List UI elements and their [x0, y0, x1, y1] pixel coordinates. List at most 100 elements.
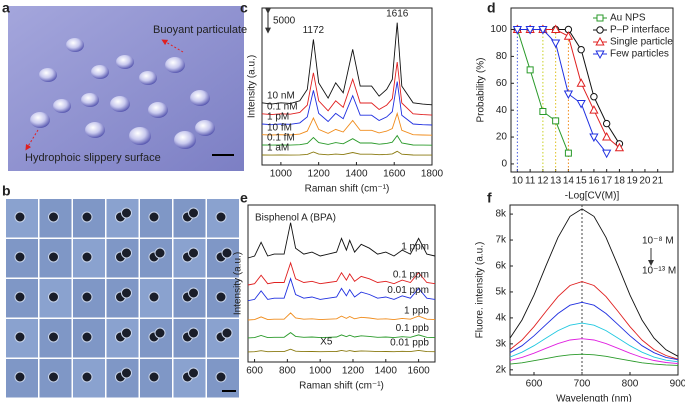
particle [221, 247, 233, 259]
y-axis-title: Probability (%) [476, 57, 487, 122]
y-tick-label: 7k [495, 235, 507, 246]
y-tick-label: 100 [490, 24, 507, 35]
series-label: 10 fM [267, 122, 292, 133]
series-label: 1 ppm [401, 242, 429, 253]
x-tick-label: 600 [246, 366, 263, 377]
scale-bar-label: 5000 [273, 15, 296, 26]
data-point [589, 105, 599, 114]
series-line [509, 281, 679, 360]
legend-label: Single particle [610, 37, 673, 48]
y-axis-title: Intensity (a.u.) [247, 55, 258, 118]
x-tick-label: 11 [525, 176, 536, 187]
series-line [261, 81, 433, 126]
series-line [261, 111, 433, 136]
series-line [261, 134, 433, 146]
legend-label: Au NPS [610, 13, 646, 24]
series-line [247, 348, 436, 353]
x-tick-label: 900 [670, 379, 685, 390]
series-line [261, 150, 432, 156]
x-tick-label: 17 [601, 176, 613, 187]
series-line [509, 338, 679, 365]
particle [188, 207, 199, 219]
panel-label: e [240, 190, 248, 206]
series-label: 1 ppb [404, 305, 429, 316]
x-tick-label: 1200 [308, 169, 331, 180]
data-point [564, 149, 572, 157]
data-point [538, 26, 548, 35]
droplets [30, 38, 215, 149]
series-line [261, 22, 433, 106]
y-tick-label: 3k [495, 338, 507, 349]
x-tick-label: 18 [614, 176, 626, 187]
data-point [614, 142, 625, 152]
particle [121, 327, 132, 339]
particle [154, 327, 166, 339]
data-point [576, 99, 586, 109]
y-tick-label: 5k [495, 287, 507, 298]
legend-label: P–P interface [610, 25, 670, 36]
legend-marker [595, 36, 605, 46]
x-tick-label: 1600 [383, 169, 406, 180]
series-line [247, 312, 436, 321]
particle [48, 371, 59, 383]
particle [154, 247, 166, 259]
legend-marker [596, 14, 604, 22]
annotation: X5 [320, 337, 333, 348]
x-tick-label: 600 [526, 379, 543, 390]
peak-label: 1616 [386, 8, 409, 19]
y-axis-title: Fluore. intensity (a.u.) [475, 242, 486, 339]
data-point [539, 108, 547, 116]
particle [121, 287, 132, 299]
photo-a: Buoyant particulate Hydrophoic slippery … [8, 6, 247, 171]
x-axis-title: Raman shift (cm⁻¹) [299, 381, 384, 392]
data-point [512, 26, 523, 35]
legend-label: Few particles [610, 49, 669, 60]
data-point [590, 93, 598, 101]
x-tick-label: 19 [627, 176, 639, 187]
particle [14, 251, 26, 263]
subtitle: Bisphenol A (BPA) [255, 213, 336, 224]
particle [121, 207, 132, 219]
data-point [576, 78, 586, 87]
annotation: 10⁻⁸ M [642, 236, 674, 247]
x-tick-label: 20 [639, 176, 651, 187]
peak-label: 1172 [303, 25, 325, 36]
particle [215, 371, 227, 383]
particle [81, 371, 93, 383]
data-point [526, 66, 534, 74]
series-label: 10 nM [267, 90, 295, 101]
data-point [602, 149, 612, 159]
x-tick-label: 1600 [407, 366, 430, 377]
panel-label: f [487, 190, 492, 206]
photo-background [8, 6, 244, 171]
y-tick-label: 2k [495, 364, 507, 375]
plot-frame [510, 7, 674, 173]
series-line [509, 301, 679, 361]
y-axis-title: Intensity (a.u.) [233, 252, 244, 315]
particle [121, 247, 132, 259]
particle [81, 291, 93, 303]
data-point [551, 24, 561, 34]
y-tick-label: 0 [501, 159, 507, 170]
data-point [525, 26, 535, 35]
particle [48, 251, 59, 263]
particle [148, 291, 160, 303]
panel-label: d [487, 0, 496, 16]
particle [188, 327, 199, 339]
legend-marker [596, 26, 604, 34]
particle [188, 367, 199, 379]
particle [14, 291, 26, 303]
series-line [247, 261, 436, 286]
data-point [602, 132, 612, 141]
particle [148, 211, 160, 223]
particle [215, 291, 227, 303]
particle [48, 211, 59, 223]
series-line [247, 222, 436, 259]
panel-label: a [2, 0, 10, 16]
panel-label: b [2, 183, 11, 199]
particle [81, 211, 93, 223]
series-line [509, 322, 679, 363]
x-tick-label: 13 [550, 176, 562, 187]
x-tick-label: 14 [563, 176, 575, 187]
